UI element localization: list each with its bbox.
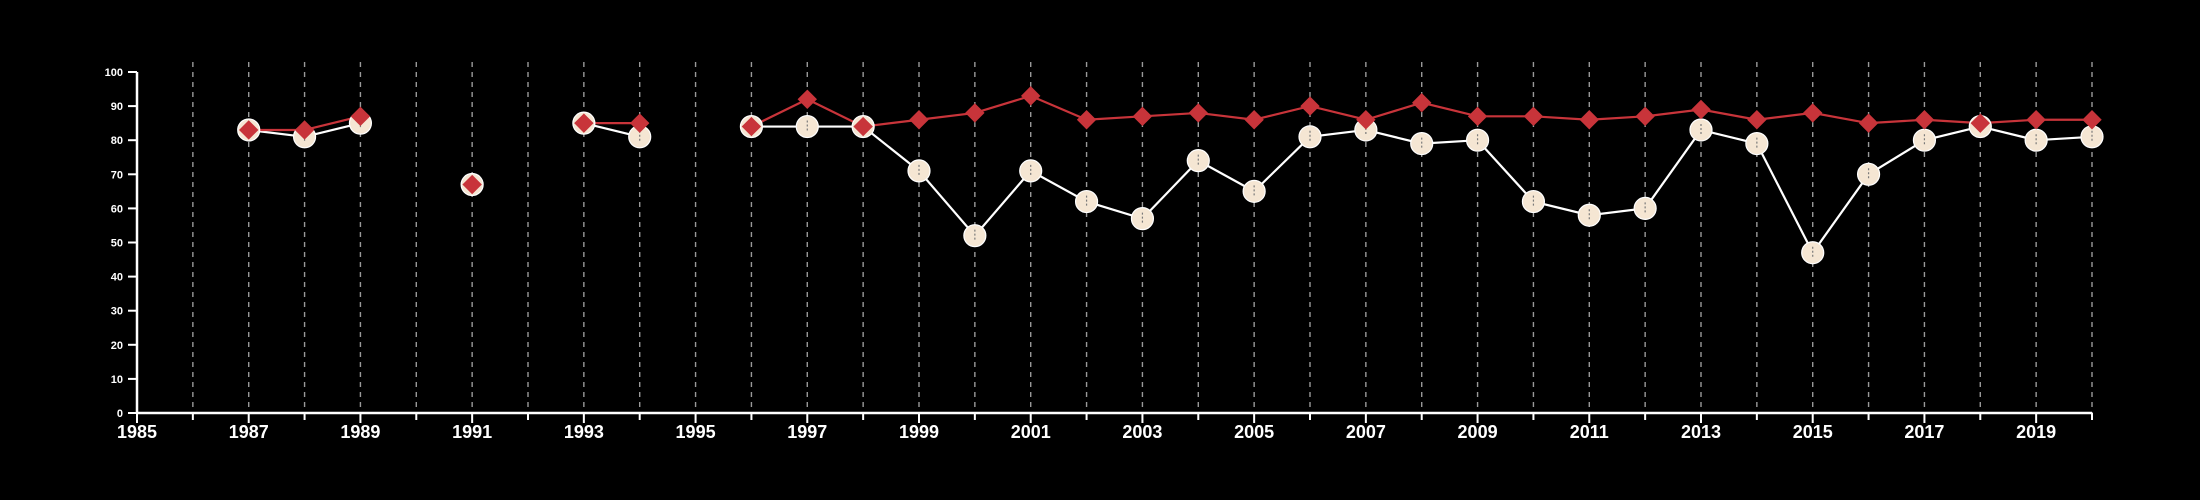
x-tick-label: 2003 — [1122, 422, 1162, 442]
diamond-point-2018 — [1970, 113, 1990, 133]
diamond-point-1998 — [853, 116, 873, 137]
x-tick-label: 2005 — [1234, 422, 1274, 442]
x-tick-label: 2017 — [1904, 422, 1944, 442]
y-tick-label: 10 — [111, 374, 123, 386]
axes — [135, 72, 2092, 415]
diamond-point-2011 — [1579, 110, 1599, 130]
diamond-point-1993 — [574, 113, 594, 133]
x-tick-label: 1995 — [676, 422, 716, 442]
y-tick-label: 30 — [111, 306, 123, 318]
x-tick-label: 1989 — [340, 422, 380, 442]
diamond-point-2005 — [1244, 110, 1264, 130]
x-tick-label: 1993 — [564, 422, 604, 442]
diamond-point-2012 — [1635, 106, 1655, 127]
x-tick-label: 2011 — [1570, 422, 1609, 442]
x-tick-label: 2019 — [2016, 422, 2056, 442]
diamond-point-2015 — [1803, 103, 1823, 123]
diamond-point-2017 — [1914, 110, 1935, 130]
diamond-point-1999 — [909, 110, 929, 130]
diamond-point-1997 — [797, 89, 817, 109]
x-tick-label: 1987 — [229, 422, 269, 442]
diamond-point-2002 — [1076, 110, 1097, 130]
x-tick-label: 2009 — [1458, 422, 1498, 442]
diamond-point-2003 — [1132, 106, 1153, 127]
x-tick-label: 2013 — [1681, 422, 1721, 442]
data-series — [237, 86, 2104, 265]
diamond-point-2001 — [1021, 86, 1041, 106]
diamond-point-2007 — [1356, 110, 1376, 130]
x-tick-label: 1991 — [452, 422, 492, 442]
x-tick-label: 1999 — [899, 422, 939, 442]
diamond-point-1988 — [294, 120, 315, 140]
diamond-point-2014 — [1747, 110, 1767, 130]
y-tick-label: 20 — [111, 340, 123, 352]
y-tick-label: 40 — [111, 272, 123, 284]
x-tick-label: 2007 — [1346, 422, 1386, 442]
diamond-point-1987 — [239, 120, 259, 140]
x-tick-label: 2015 — [1793, 422, 1833, 442]
diamond-point-1989 — [350, 106, 371, 127]
y-axis-ticks: 0 10 20 30 40 50 60 70 80 90 100 — [105, 67, 137, 420]
diamond-point-2010 — [1523, 106, 1544, 127]
x-tick-label: 2001 — [1011, 422, 1051, 442]
y-tick-label: 100 — [105, 67, 123, 79]
diamond-point-2013 — [1691, 99, 1711, 120]
y-tick-label: 50 — [111, 238, 123, 250]
diamond-point-2006 — [1300, 96, 1320, 116]
y-tick-label: 0 — [117, 408, 123, 420]
x-axis-ticks: 1985 1987 1989 1991 1993 1995 1997 1999 2001 2003… — [117, 413, 2093, 442]
y-tick-label: 90 — [111, 101, 123, 113]
diamond-point-1991 — [462, 174, 482, 195]
diamond-point-2009 — [1467, 106, 1488, 127]
diamond-point-1996 — [741, 116, 762, 137]
diamond-point-2008 — [1412, 92, 1432, 113]
diamond-point-2020 — [2082, 110, 2102, 130]
y-tick-label: 80 — [111, 135, 123, 147]
y-tick-label: 70 — [111, 169, 123, 181]
x-tick-label: 1997 — [787, 422, 827, 442]
diamond-point-2000 — [965, 103, 985, 123]
y-tick-label: 60 — [111, 203, 123, 215]
diamond-point-2004 — [1188, 103, 1208, 123]
diamond-point-2019 — [2026, 110, 2046, 130]
x-tick-label: 1985 — [117, 422, 157, 442]
diamond-point-1994 — [630, 113, 650, 133]
vertical-gridlines — [192, 62, 2093, 413]
diamond-point-2016 — [1858, 113, 1879, 133]
